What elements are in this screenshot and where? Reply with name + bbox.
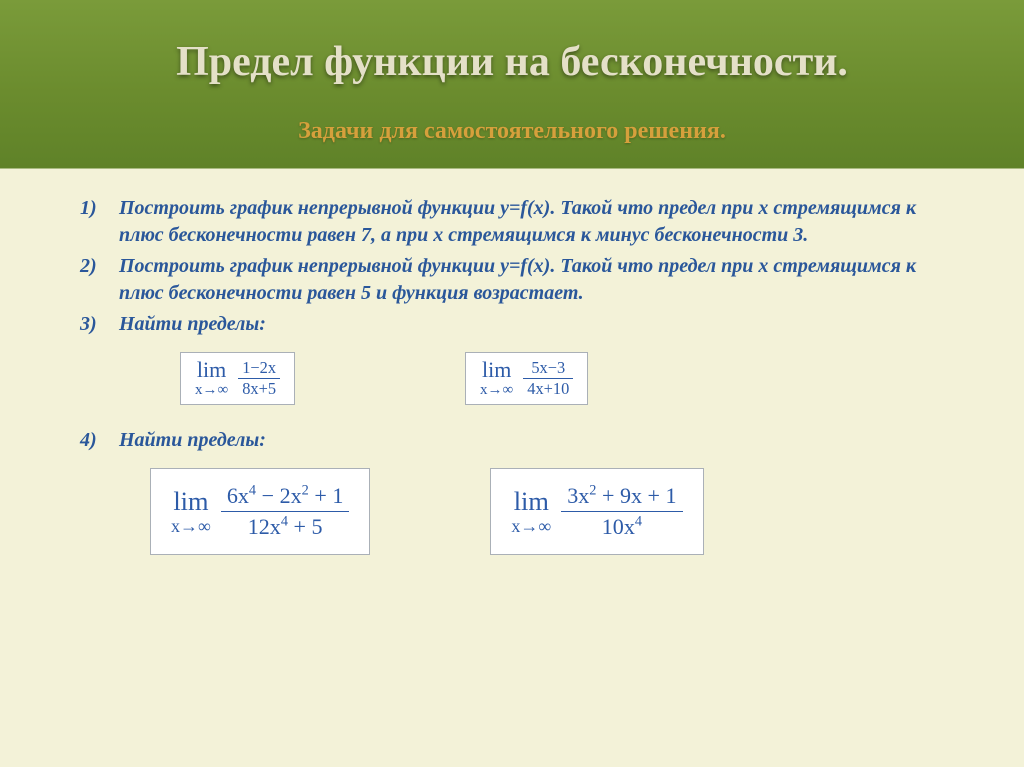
task-text: Найти пределы: (119, 311, 939, 338)
fraction: 5x−3 4x+10 (523, 360, 573, 398)
formula-row-1: lim x→∞ 1−2x 8x+5 lim x→∞ 5x−3 4x+10 (180, 352, 964, 405)
formula-box: lim x→∞ 5x−3 4x+10 (465, 352, 588, 405)
task-number: 2) (80, 253, 114, 280)
task-2: 2) Построить график непрерывной функции … (80, 253, 964, 307)
content-area: 1) Построить график непрерывной функции … (80, 195, 964, 577)
task-3: 3) Найти пределы: (80, 311, 964, 338)
task-number: 4) (80, 427, 114, 454)
lim-symbol: lim x→∞ (195, 359, 228, 398)
task-number: 3) (80, 311, 114, 338)
fraction: 3x2 + 9x + 1 10x4 (561, 483, 682, 540)
numerator: 6x4 − 2x2 + 1 (221, 483, 350, 509)
fraction: 6x4 − 2x2 + 1 12x4 + 5 (221, 483, 350, 540)
page-title: Предел функции на бесконечности. (0, 38, 1024, 86)
formula-box: lim x→∞ 6x4 − 2x2 + 1 12x4 + 5 (150, 468, 370, 555)
formula-box: lim x→∞ 1−2x 8x+5 (180, 352, 295, 405)
task-1: 1) Построить график непрерывной функции … (80, 195, 964, 249)
denominator: 10x4 (596, 514, 648, 540)
task-text: Построить график непрерывной функции y=f… (119, 253, 939, 307)
formula-box: lim x→∞ 3x2 + 9x + 1 10x4 (490, 468, 703, 555)
denominator: 12x4 + 5 (242, 514, 329, 540)
lim-symbol: lim x→∞ (480, 359, 513, 398)
task-text: Найти пределы: (119, 427, 939, 454)
task-4: 4) Найти пределы: (80, 427, 964, 454)
task-number: 1) (80, 195, 114, 222)
formula-row-2: lim x→∞ 6x4 − 2x2 + 1 12x4 + 5 lim x→∞ 3… (150, 468, 964, 555)
lim-symbol: lim x→∞ (171, 488, 211, 534)
task-text: Построить график непрерывной функции y=f… (119, 195, 939, 249)
lim-symbol: lim x→∞ (511, 488, 551, 534)
numerator: 3x2 + 9x + 1 (561, 483, 682, 509)
page-subtitle: Задачи для самостоятельного решения. (0, 118, 1024, 145)
fraction: 1−2x 8x+5 (238, 360, 280, 398)
